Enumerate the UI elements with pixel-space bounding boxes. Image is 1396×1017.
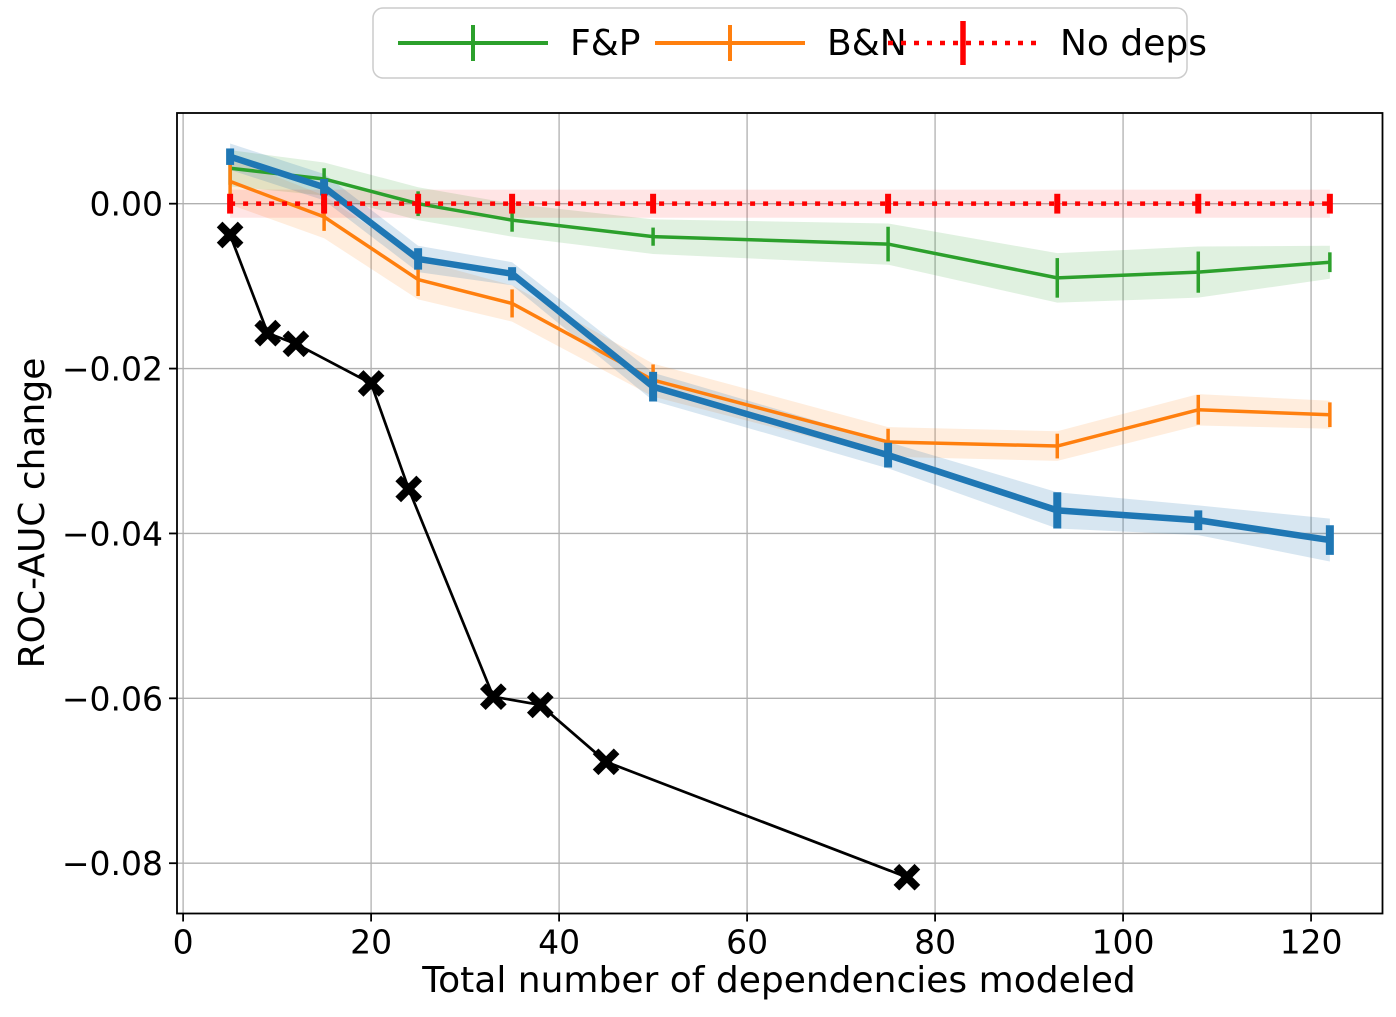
series-nodeps	[227, 193, 1333, 214]
x-axis-label: Total number of dependencies modeled	[421, 960, 1135, 1001]
x-marker	[479, 683, 507, 711]
x-tick-label: 80	[914, 923, 956, 962]
x-marker	[357, 370, 385, 397]
x-tick-label: 20	[350, 923, 392, 962]
x-tick-label: 100	[1092, 923, 1155, 962]
y-tick-label: −0.04	[62, 514, 163, 553]
series-blackx	[216, 221, 921, 891]
legend-label-fp: F&P	[570, 23, 641, 64]
axes-layer: 0 20 40 60 80 100 120 0.00 −0.02 −0.04 −0.06 −0.08	[62, 112, 1384, 962]
y-tick-label: −0.02	[62, 350, 163, 389]
y-tick-label: −0.06	[62, 679, 163, 718]
x-marker	[282, 330, 310, 358]
plot-border	[176, 112, 1384, 915]
x-marker	[395, 475, 423, 503]
x-tick-label: 60	[726, 923, 768, 962]
y-tick-label: −0.08	[62, 844, 163, 883]
band-fp	[230, 150, 1330, 303]
x-marker	[216, 221, 244, 249]
legend: F&P B&N No deps	[372, 7, 1207, 79]
band-main	[230, 143, 1330, 562]
x-tick-label: 120	[1280, 923, 1343, 962]
x-tick-label: 0	[173, 923, 194, 962]
legend-item-nodeps: No deps	[888, 21, 1207, 65]
x-tick-label: 40	[538, 923, 580, 962]
x-marker	[592, 748, 620, 776]
legend-item-bn: B&N	[655, 23, 907, 64]
y-axis-label: ROC-AUC change	[12, 358, 53, 669]
band-bn	[230, 158, 1330, 461]
x-marker	[893, 863, 921, 891]
legend-item-fp: F&P	[398, 23, 641, 64]
legend-label-nodeps: No deps	[1060, 23, 1207, 64]
y-tick-label: 0.00	[90, 185, 163, 224]
series-layer	[216, 148, 1334, 891]
series-main	[226, 148, 1334, 555]
confidence-bands-layer	[230, 143, 1330, 562]
x-marker	[254, 319, 282, 347]
legend-label-bn: B&N	[827, 23, 907, 64]
x-marker	[526, 691, 554, 719]
